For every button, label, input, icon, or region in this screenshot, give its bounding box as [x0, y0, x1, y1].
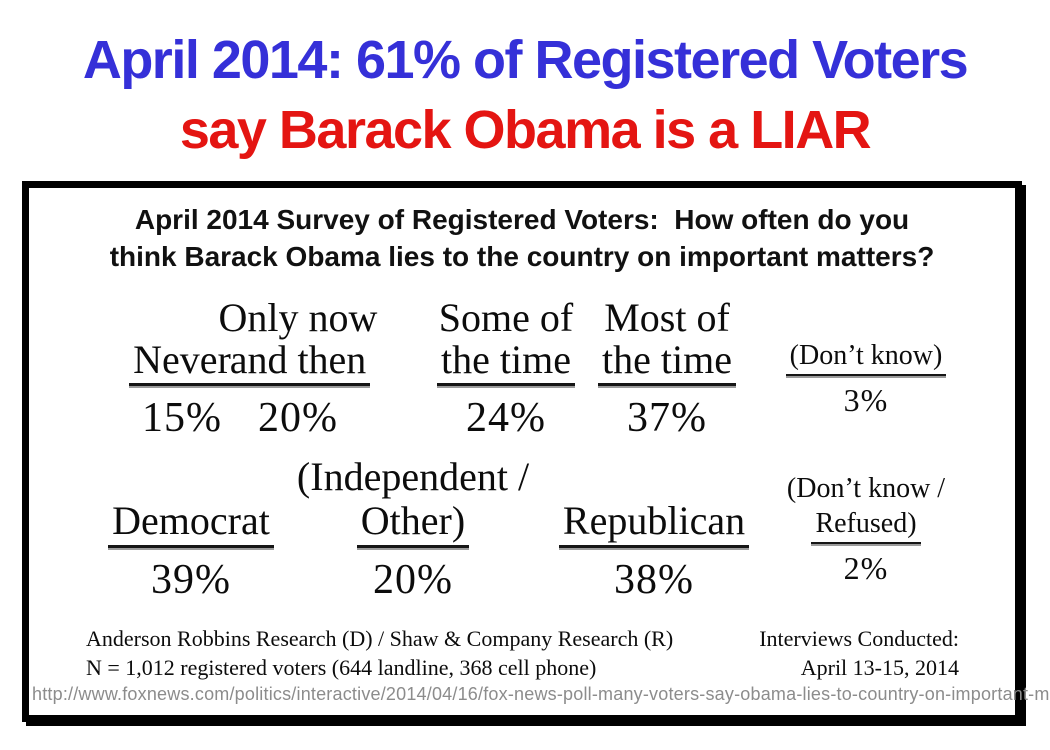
party-independent-pct: 20%	[373, 557, 453, 603]
freq-dont-know-label: (Don’t know)	[785, 338, 947, 376]
source-line2: N = 1,012 registered voters (644 landlin…	[86, 655, 597, 680]
interviews-line2: April 13-15, 2014	[800, 655, 959, 680]
freq-some-of: Some of the time 24%	[411, 297, 601, 439]
poll-box: April 2014 Survey of Registered Voters: …	[22, 181, 1050, 722]
party-dk-refused-label1: (Don’t know /	[786, 473, 946, 504]
party-democrat-pct: 39%	[151, 557, 231, 603]
party-democrat-label: Democrat	[108, 499, 274, 548]
party-republican-label: Republican	[558, 499, 750, 548]
freq-most-of-label2: the time	[598, 339, 736, 386]
freq-never-pct: 15%	[142, 395, 222, 441]
freq-only-now-pct: 20%	[258, 395, 338, 441]
party-independent-label2: Other)	[356, 499, 470, 548]
freq-never: Never 15%	[97, 339, 267, 439]
source-note: Anderson Robbins Research (D) / Shaw & C…	[86, 624, 673, 682]
freq-dont-know: (Don’t know) 3%	[756, 338, 976, 416]
party-republican: Republican 38%	[534, 499, 774, 601]
freq-only-now-label2: and then	[225, 339, 371, 386]
party-democrat: Democrat 39%	[81, 499, 301, 601]
headline-line2: say Barack Obama is a LIAR	[179, 100, 872, 160]
source-url: http://www.foxnews.com/politics/interact…	[32, 684, 1050, 704]
survey-question-line2: think Barack Obama lies to the country o…	[109, 240, 935, 272]
freq-never-label: Never	[129, 339, 235, 386]
party-dk-refused: (Don’t know / Refused) 2%	[756, 471, 976, 584]
headline-line1: April 2014: 61% of Registered Voters	[82, 30, 969, 90]
freq-most-of-label1: Most of	[604, 295, 730, 340]
survey-question-line1: April 2014 Survey of Registered Voters: …	[134, 204, 910, 235]
freq-some-of-label2: the time	[437, 339, 575, 386]
freq-dont-know-pct: 3%	[843, 382, 889, 418]
party-dk-refused-pct: 2%	[843, 550, 889, 586]
freq-most-of-pct: 37%	[627, 395, 707, 441]
party-dk-refused-label2: Refused)	[811, 506, 921, 544]
freq-some-of-label1: Some of	[438, 295, 574, 340]
survey-question: April 2014 Survey of Registered Voters: …	[29, 202, 1015, 276]
freq-some-of-pct: 24%	[466, 395, 546, 441]
interviews-line1: Interviews Conducted:	[759, 626, 959, 651]
party-independent: (Independent / Other) 20%	[273, 454, 553, 603]
freq-most-of: Most of the time 37%	[572, 297, 762, 439]
freq-only-now-label1: Only now	[218, 295, 378, 340]
party-republican-pct: 38%	[614, 557, 694, 603]
source-line1: Anderson Robbins Research (D) / Shaw & C…	[86, 626, 674, 651]
party-independent-label1: (Independent /	[296, 454, 530, 499]
interviews-note: Interviews Conducted: April 13-15, 2014	[639, 624, 959, 682]
freq-only-now: Only now and then 20%	[203, 295, 393, 441]
